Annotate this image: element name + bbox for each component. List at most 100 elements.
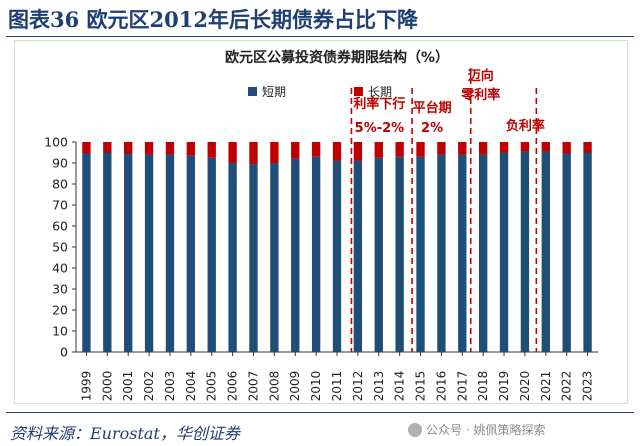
x-tick-label-2000: 2000 [100, 371, 114, 402]
bar-short-2016 [437, 154, 446, 352]
bar-long-2011 [332, 142, 342, 161]
bar-short-2003 [165, 154, 175, 352]
bar-short-2019 [499, 152, 509, 352]
bar-long-2009 [291, 142, 300, 159]
x-tick-label-2013: 2013 [372, 371, 386, 402]
bar-short-2011 [332, 160, 342, 352]
legend-label-1: 长期 [368, 85, 392, 99]
x-tick-label-1999: 1999 [79, 371, 93, 402]
bar-long-2019 [499, 142, 509, 153]
bar-short-2007 [249, 164, 258, 352]
watermark: 公众号 · 姚佩策略探索 [408, 421, 545, 438]
y-tick-label: 30 [52, 282, 68, 297]
x-tick-label-2021: 2021 [539, 371, 553, 402]
bar-long-2000 [103, 142, 112, 153]
watermark-text: 公众号 · 姚佩策略探索 [426, 423, 546, 437]
y-tick-label: 40 [52, 261, 68, 276]
x-tick-label-2010: 2010 [309, 371, 323, 402]
x-tick-label-2017: 2017 [455, 371, 469, 402]
y-tick-label: 60 [52, 219, 68, 234]
annotation-label-2-1: 零利率 [460, 87, 500, 103]
bar-long-2012 [353, 142, 363, 161]
bar-short-2008 [270, 163, 279, 352]
bar-short-2013 [374, 157, 383, 352]
bar-long-1999 [82, 142, 91, 154]
x-tick-label-2012: 2012 [351, 371, 365, 402]
x-tick-label-2018: 2018 [476, 371, 490, 402]
bar-long-2007 [249, 142, 258, 165]
bar-short-2002 [144, 154, 154, 352]
bar-short-2017 [458, 154, 467, 352]
bar-long-2017 [458, 142, 467, 155]
bar-short-2009 [291, 158, 300, 352]
x-tick-label-2009: 2009 [288, 371, 302, 402]
x-tick-label-2001: 2001 [121, 371, 135, 402]
legend-swatch-1 [354, 87, 363, 96]
x-tick-label-2016: 2016 [434, 371, 448, 402]
y-tick-label: 20 [52, 303, 68, 318]
x-tick-label-2022: 2022 [560, 371, 574, 402]
bar-short-2012 [353, 160, 363, 352]
x-tick-label-2007: 2007 [246, 371, 260, 402]
annotation-label-1-1: 2% [421, 121, 443, 136]
x-tick-label-2015: 2015 [414, 371, 428, 402]
bar-short-2015 [416, 156, 425, 352]
x-tick-label-2003: 2003 [163, 371, 177, 402]
annotation-label-1-0: 平台期 [413, 100, 452, 116]
annotation-label-0-1: 5%-2% [355, 121, 405, 136]
bar-short-2001 [124, 153, 133, 352]
bar-short-2022 [562, 153, 571, 352]
legend-swatch-0 [248, 87, 257, 96]
legend-label-0: 短期 [262, 85, 286, 99]
title-rule [6, 36, 634, 37]
source-rule [6, 412, 634, 413]
x-tick-label-2006: 2006 [226, 371, 240, 402]
bar-long-2005 [207, 142, 216, 158]
bar-long-2008 [270, 142, 279, 163]
x-tick-label-2011: 2011 [330, 371, 344, 402]
y-tick-label: 50 [52, 240, 68, 255]
bar-long-2023 [583, 142, 592, 153]
figure-title: 图表36 欧元区2012年后长期债券占比下降 [8, 7, 418, 32]
bar-short-1999 [82, 153, 91, 352]
x-tick-label-2023: 2023 [581, 371, 595, 402]
bar-long-2001 [124, 142, 133, 154]
wechat-icon [408, 422, 422, 437]
source-note: 资料来源：Eurostat，华创证券 [10, 424, 240, 443]
bar-short-2005 [207, 157, 216, 352]
bar-short-2018 [478, 154, 488, 352]
bar-long-2020 [520, 142, 530, 152]
bar-long-2022 [562, 142, 571, 154]
bar-long-2006 [228, 142, 237, 163]
bar-long-2010 [311, 142, 321, 157]
bar-long-2013 [374, 142, 383, 158]
bar-short-2014 [395, 156, 404, 352]
annotation-label-2-0: 迈向 [468, 68, 494, 84]
x-tick-label-2014: 2014 [393, 371, 407, 402]
x-tick-label-2020: 2020 [518, 371, 532, 402]
annotation-label-3-0: 负利率 [506, 118, 545, 134]
bar-long-2018 [478, 142, 488, 155]
bar-short-2010 [311, 156, 321, 352]
y-tick-label: 10 [52, 324, 68, 339]
bar-short-2021 [541, 151, 550, 352]
y-tick-label: 70 [52, 198, 68, 213]
x-tick-label-2019: 2019 [497, 371, 511, 402]
x-tick-label-2008: 2008 [267, 371, 281, 402]
x-tick-label-2002: 2002 [142, 371, 156, 402]
y-tick-label: 0 [60, 345, 68, 360]
bar-short-2023 [583, 152, 592, 352]
bar-short-2006 [228, 163, 237, 352]
bar-long-2016 [437, 142, 446, 155]
bar-long-2004 [186, 142, 196, 156]
bar-long-2021 [541, 142, 550, 152]
bar-short-2020 [520, 151, 530, 352]
y-tick-label: 90 [52, 156, 68, 171]
bar-long-2014 [395, 142, 404, 157]
bar-long-2003 [165, 142, 175, 155]
x-tick-label-2005: 2005 [205, 371, 219, 402]
bar-long-2015 [416, 142, 425, 157]
y-tick-label: 100 [44, 135, 68, 150]
bar-long-2002 [144, 142, 154, 155]
